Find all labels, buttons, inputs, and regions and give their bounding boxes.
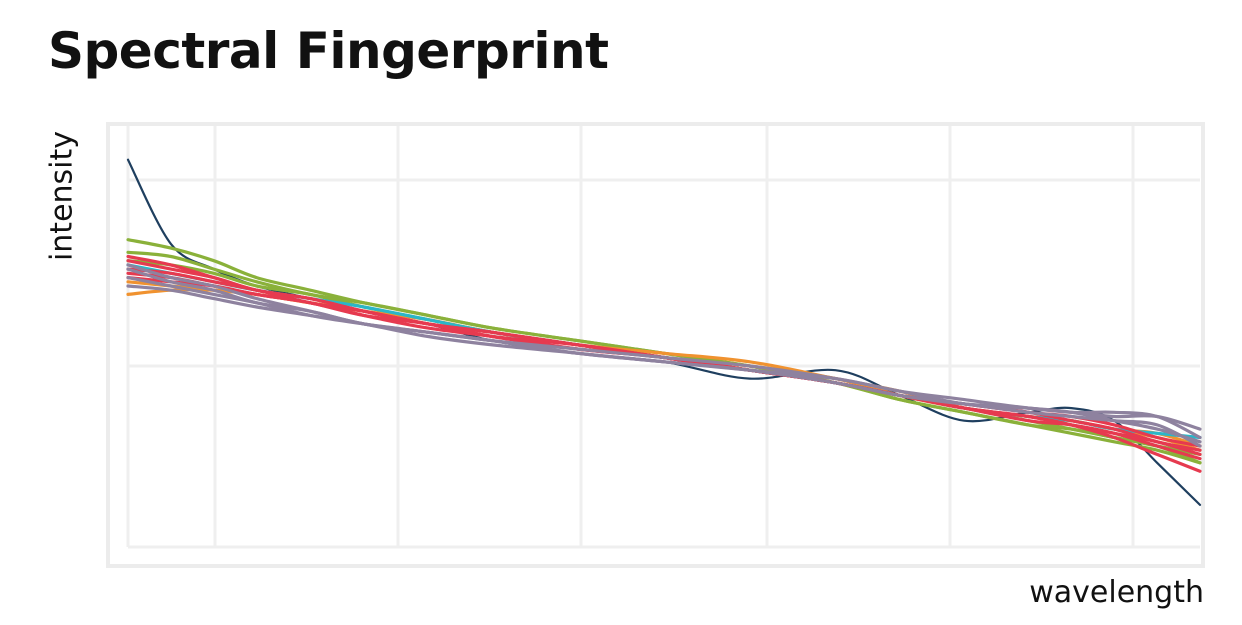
panel-border	[106, 122, 1205, 568]
gridlines	[126, 126, 1200, 549]
series-line-2	[126, 238, 1202, 465]
series-line-16	[126, 284, 1202, 444]
series-lines	[126, 158, 1202, 506]
series-line-1	[126, 158, 1202, 506]
chart-title: Spectral Fingerprint	[48, 22, 609, 80]
x-axis-label: wavelength	[1029, 575, 1204, 610]
